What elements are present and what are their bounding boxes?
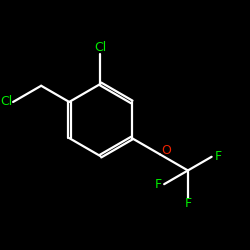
Text: O: O <box>161 144 171 157</box>
Text: F: F <box>154 178 162 191</box>
Text: F: F <box>184 197 192 210</box>
Text: F: F <box>214 150 222 163</box>
Text: Cl: Cl <box>94 40 106 54</box>
Text: Cl: Cl <box>1 96 13 108</box>
